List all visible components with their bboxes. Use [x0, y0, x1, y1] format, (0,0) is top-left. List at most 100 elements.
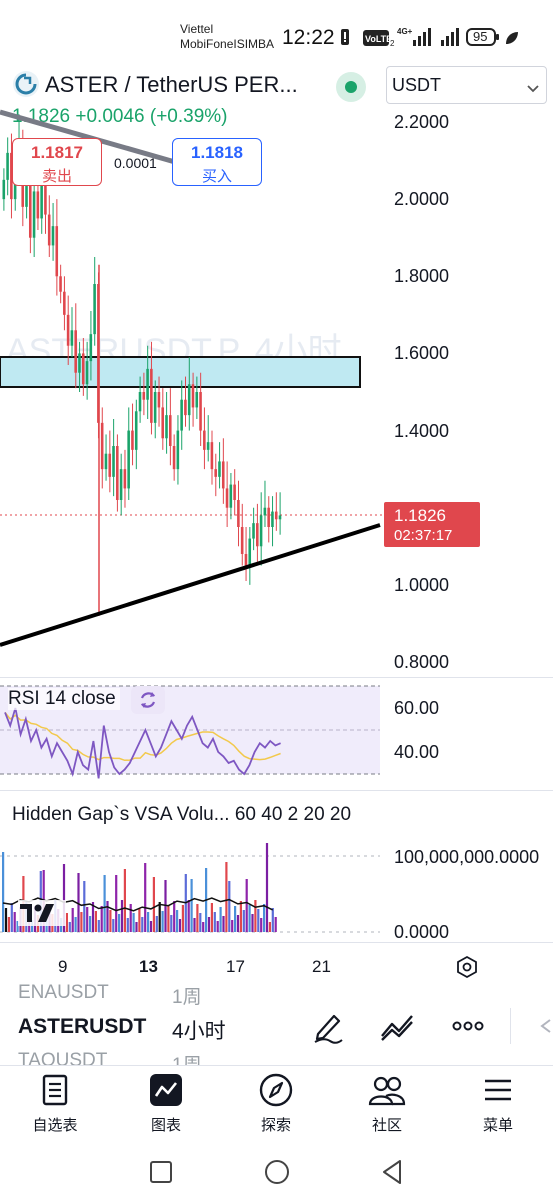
candle-body — [184, 399, 187, 416]
candle-body — [47, 214, 51, 246]
volume-bar — [126, 918, 129, 932]
candle-body — [165, 415, 168, 439]
volume-bar — [103, 875, 106, 932]
volume-bar — [239, 901, 242, 932]
candle-body — [203, 430, 206, 450]
candle-body — [233, 484, 236, 500]
candle-body — [25, 179, 28, 207]
candle-body — [36, 191, 40, 219]
price-axis-label: 2.2000 — [394, 112, 450, 132]
candle-body — [248, 538, 252, 566]
interval-picker[interactable]: 4小时 — [172, 1020, 226, 1043]
candle-body — [78, 353, 81, 373]
candle-body — [210, 442, 214, 470]
volume-bar — [228, 881, 231, 932]
candle-body — [206, 442, 210, 450]
candle-body — [168, 415, 172, 446]
volume-bar — [16, 921, 19, 932]
volume-bar — [83, 881, 86, 932]
candle-body — [225, 488, 229, 508]
prev-interval[interactable]: 1周 — [172, 987, 202, 1008]
volume-bar — [245, 879, 248, 932]
candle-body — [89, 334, 93, 362]
market-status-indicator[interactable] — [336, 72, 366, 102]
descending-trendline[interactable] — [0, 109, 176, 165]
menu-icon — [453, 1072, 543, 1110]
back-icon[interactable] — [380, 1159, 404, 1190]
drawing-pen-icon[interactable] — [312, 1010, 344, 1049]
price-axis-label: 2.0000 — [394, 189, 450, 209]
candle-body — [237, 500, 240, 527]
system-nav-bar — [0, 1145, 553, 1200]
status-bar: Viettel MobiFoneISIMBA 12:22 VoLTE 2 4G+ … — [0, 0, 553, 56]
candle-body — [85, 361, 89, 385]
volume-bar — [268, 922, 271, 932]
rsi-axis-label: 40.00 — [394, 742, 440, 762]
pane-divider[interactable] — [0, 677, 553, 678]
volume-bar — [115, 875, 118, 932]
date-tick: 9 — [58, 957, 68, 976]
currency-select[interactable]: USDT — [386, 66, 547, 104]
volume-panel[interactable] — [0, 795, 553, 940]
chevron-left-icon[interactable] — [538, 1018, 552, 1039]
nav-menu[interactable]: 菜单 — [453, 1072, 543, 1135]
candle-body — [172, 446, 176, 470]
candle-body — [271, 511, 274, 527]
volume-bar — [91, 902, 95, 932]
resistance-zone[interactable] — [0, 356, 361, 388]
volume-bar — [242, 910, 245, 932]
candle-body — [32, 191, 36, 238]
price-axis-label: 1.4000 — [394, 421, 450, 441]
rsi-refresh-button[interactable] — [131, 686, 165, 714]
volume-bar — [155, 916, 158, 932]
indicators-icon[interactable] — [380, 1010, 416, 1049]
volume-bar — [161, 911, 164, 932]
chart-settings-icon[interactable] — [455, 955, 479, 984]
more-options-icon[interactable] — [452, 1016, 484, 1041]
svg-text:VoLTE: VoLTE — [365, 34, 392, 44]
carrier-1: Viettel — [180, 22, 214, 36]
volume-bar — [257, 909, 260, 932]
ascending-trendline[interactable] — [0, 523, 381, 647]
candle-body — [263, 507, 267, 516]
volume-bar — [178, 919, 182, 932]
signal-4g-icon: 4G+ — [397, 26, 431, 53]
candle-body — [123, 469, 127, 489]
chart-icon — [121, 1072, 211, 1110]
candle-body — [119, 469, 123, 500]
candle-body — [134, 411, 138, 450]
vsa-label[interactable]: Hidden Gap`s VSA Volu... 60 40 2 20 20 — [12, 804, 352, 825]
volume-bar — [236, 915, 240, 932]
volume-bar — [118, 914, 121, 932]
volume-bar — [100, 906, 103, 932]
sell-button[interactable]: 1.1817 卖出 — [12, 138, 102, 186]
nav-explore[interactable]: 探索 — [231, 1072, 321, 1135]
prev-symbol[interactable]: ENAUSDT — [18, 982, 109, 1003]
candle-body — [2, 179, 6, 200]
date-tick: 17 — [226, 957, 245, 976]
volume-bar — [260, 918, 263, 932]
recents-icon[interactable] — [150, 1161, 172, 1188]
nav-community[interactable]: 社区 — [342, 1072, 432, 1135]
home-icon[interactable] — [264, 1159, 290, 1190]
svg-text:2: 2 — [390, 39, 395, 47]
price-chart[interactable]: ASTERUSDT.P, 4小时 ASTER / TETHERUS PERPET… — [0, 100, 553, 680]
volume-bar — [120, 900, 124, 932]
volume-bar — [271, 908, 274, 932]
candle-body — [108, 453, 112, 477]
candle-body — [218, 461, 221, 477]
candle-body — [157, 392, 161, 408]
candle-body — [6, 152, 9, 180]
volume-bar — [86, 907, 89, 932]
volume-bar — [112, 919, 115, 932]
rsi-label[interactable]: RSI 14 close — [8, 688, 120, 710]
symbol-picker[interactable]: ASTERUSDT — [18, 1015, 147, 1038]
date-tick: 13 — [139, 957, 158, 976]
nav-chart[interactable]: 图表 — [121, 1072, 211, 1135]
volume-bar — [89, 916, 92, 932]
rsi-ma-line — [4, 711, 281, 762]
pane-divider[interactable] — [0, 790, 553, 791]
buy-button[interactable]: 1.1818 买入 — [172, 138, 262, 186]
nav-watchlist[interactable]: 自选表 — [10, 1072, 100, 1135]
pair-title[interactable]: ASTER / TetherUS PER... — [45, 72, 298, 97]
